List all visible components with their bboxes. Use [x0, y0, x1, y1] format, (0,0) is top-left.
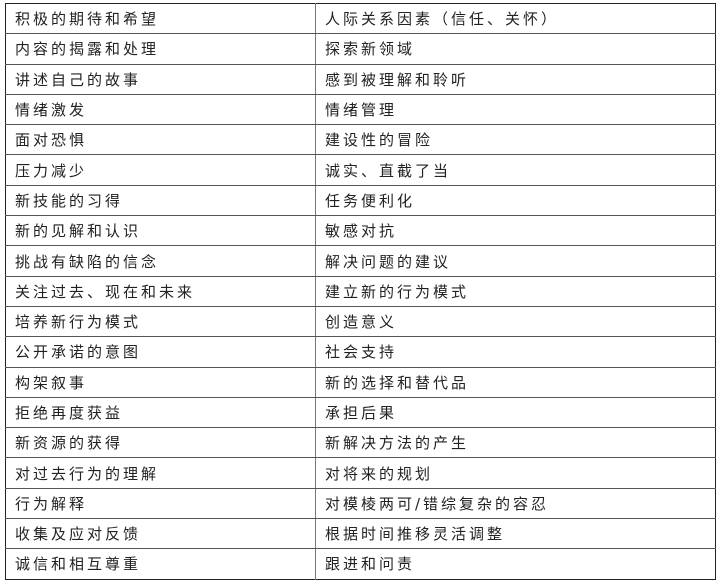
table-row: 对过去行为的理解 对将来的规划	[5, 457, 716, 489]
left-cell: 面对恐惧	[5, 124, 316, 156]
left-cell: 培养新行为模式	[5, 306, 316, 338]
right-cell: 新解决方法的产生	[315, 427, 716, 459]
table-row: 讲述自己的故事 感到被理解和聆听	[5, 64, 716, 95]
table-row: 新资源的获得 新解决方法的产生	[5, 427, 716, 459]
right-cell: 诚实、直截了当	[315, 154, 716, 186]
right-cell: 社会支持	[315, 336, 716, 368]
left-cell: 内容的揭露和处理	[5, 33, 316, 65]
table-row: 收集及应对反馈 根据时间推移灵活调整	[5, 518, 716, 550]
table-row: 诚信和相互尊重 跟进和问责	[5, 548, 716, 580]
left-cell: 新技能的习得	[5, 185, 316, 217]
right-cell: 根据时间推移灵活调整	[315, 518, 716, 550]
table-row: 内容的揭露和处理 探索新领域	[5, 33, 716, 65]
table-row: 行为解释 对模棱两可/错综复杂的容忍	[5, 488, 716, 520]
right-cell: 创造意义	[315, 306, 716, 338]
right-cell: 任务便利化	[315, 185, 716, 217]
table-row: 关注过去、现在和未来 建立新的行为模式	[5, 276, 716, 307]
left-cell: 诚信和相互尊重	[5, 548, 316, 580]
left-cell: 构架叙事	[5, 367, 316, 398]
left-cell: 公开承诺的意图	[5, 336, 316, 368]
left-cell: 压力减少	[5, 154, 316, 186]
right-cell: 建立新的行为模式	[315, 276, 716, 307]
table-row: 拒绝再度获益 承担后果	[5, 397, 716, 429]
table-row: 积极的期待和希望 人际关系因素（信任、关怀）	[5, 3, 716, 35]
left-cell: 情绪激发	[5, 94, 316, 126]
left-cell: 行为解释	[5, 488, 316, 520]
table-body: 积极的期待和希望 人际关系因素（信任、关怀） 内容的揭露和处理 探索新领域 讲述自己的故…	[5, 3, 716, 580]
left-cell: 积极的期待和希望	[5, 3, 316, 35]
right-cell: 对模棱两可/错综复杂的容忍	[315, 488, 716, 520]
right-cell: 承担后果	[315, 397, 716, 429]
right-cell: 新的选择和替代品	[315, 367, 716, 398]
left-cell: 新资源的获得	[5, 427, 316, 459]
table-row: 公开承诺的意图 社会支持	[5, 336, 716, 368]
left-cell: 新的见解和认识	[5, 215, 316, 247]
right-cell: 感到被理解和聆听	[315, 64, 716, 95]
left-cell: 关注过去、现在和未来	[5, 276, 316, 307]
table-row: 挑战有缺陷的信念 解决问题的建议	[5, 245, 716, 277]
table-row: 新技能的习得 任务便利化	[5, 185, 716, 217]
left-cell: 拒绝再度获益	[5, 397, 316, 429]
right-cell: 跟进和问责	[325, 555, 416, 574]
left-cell: 讲述自己的故事	[5, 64, 316, 95]
table-row: 培养新行为模式 创造意义	[5, 306, 716, 338]
two-column-table: 积极的期待和希望 人际关系因素（信任、关怀） 内容的揭露和处理 探索新领域 讲述自己的故…	[5, 3, 716, 580]
table-row: 压力减少 诚实、直截了当	[5, 154, 716, 186]
right-cell: 敏感对抗	[315, 215, 716, 247]
table-row: 情绪激发 情绪管理	[5, 94, 716, 126]
right-cell: 人际关系因素（信任、关怀）	[315, 3, 716, 35]
table-row: 面对恐惧 建设性的冒险	[5, 124, 716, 156]
left-cell: 对过去行为的理解	[5, 457, 316, 489]
table-row: 新的见解和认识 敏感对抗	[5, 215, 716, 247]
table-row: 构架叙事 新的选择和替代品	[5, 367, 716, 398]
left-cell: 挑战有缺陷的信念	[5, 245, 316, 277]
right-cell: 情绪管理	[315, 94, 716, 126]
right-cell: 探索新领域	[315, 33, 716, 65]
left-cell: 收集及应对反馈	[5, 518, 316, 550]
right-cell: 对将来的规划	[315, 457, 716, 489]
right-cell: 建设性的冒险	[315, 124, 716, 156]
right-cell: 解决问题的建议	[315, 245, 716, 277]
